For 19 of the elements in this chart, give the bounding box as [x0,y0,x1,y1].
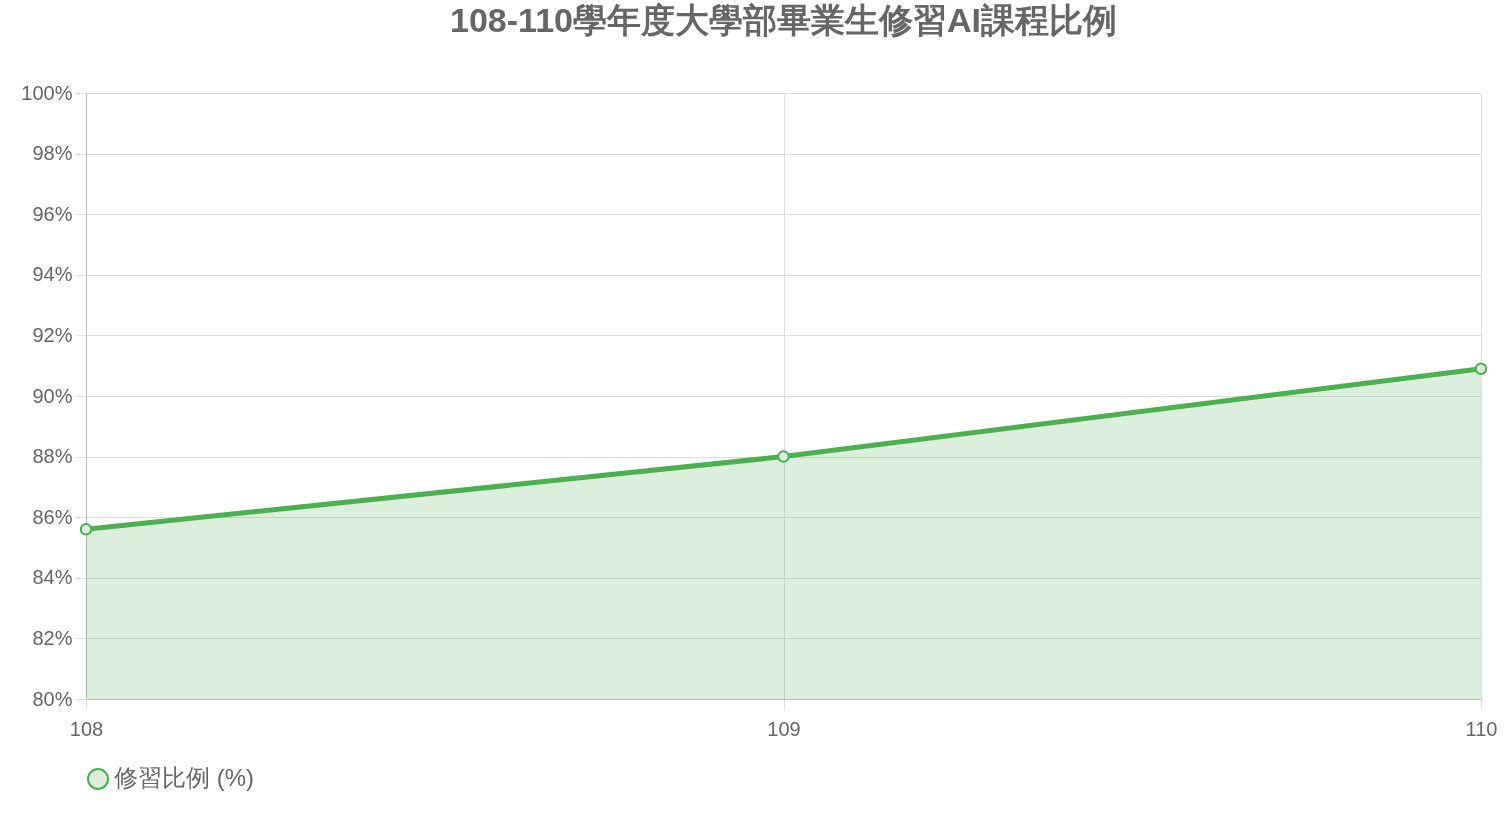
y-tick-label: 94% [32,263,73,286]
y-tick-label: 82% [32,626,73,649]
y-tick-label: 90% [32,384,73,407]
y-tick-label: 88% [32,445,73,468]
y-tick-label: 92% [32,323,73,346]
y-tick-label: 96% [32,202,73,225]
legend-label: 修習比例 (%) [114,764,254,791]
y-tick-label: 98% [32,142,73,165]
y-tick-label: 100% [21,81,73,104]
point [79,523,93,536]
x-tick-label: 109 [767,717,801,740]
x-tick-label: 108 [69,717,104,740]
point [1474,362,1488,375]
chart-title: 108-110學年度大學部畢業生修習AI課程比例 [450,1,1117,39]
y-tick-label: 84% [32,566,73,589]
point [777,450,790,463]
y-tick-label: 86% [32,505,73,528]
y-tick-label: 80% [32,687,73,710]
x-tick-label: 110 [1465,717,1498,740]
